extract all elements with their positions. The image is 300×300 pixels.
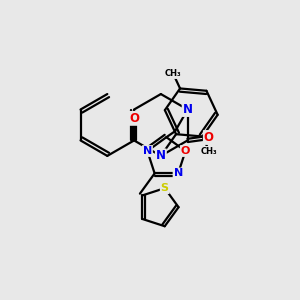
- Text: S: S: [161, 183, 169, 193]
- Text: O: O: [181, 146, 190, 156]
- Text: O: O: [204, 131, 214, 144]
- Text: N: N: [143, 146, 152, 156]
- Text: N: N: [156, 149, 166, 162]
- Text: CH₃: CH₃: [201, 147, 217, 156]
- Text: CH₃: CH₃: [165, 69, 181, 78]
- Text: N: N: [173, 168, 183, 178]
- Text: O: O: [129, 112, 139, 125]
- Text: N: N: [183, 103, 193, 116]
